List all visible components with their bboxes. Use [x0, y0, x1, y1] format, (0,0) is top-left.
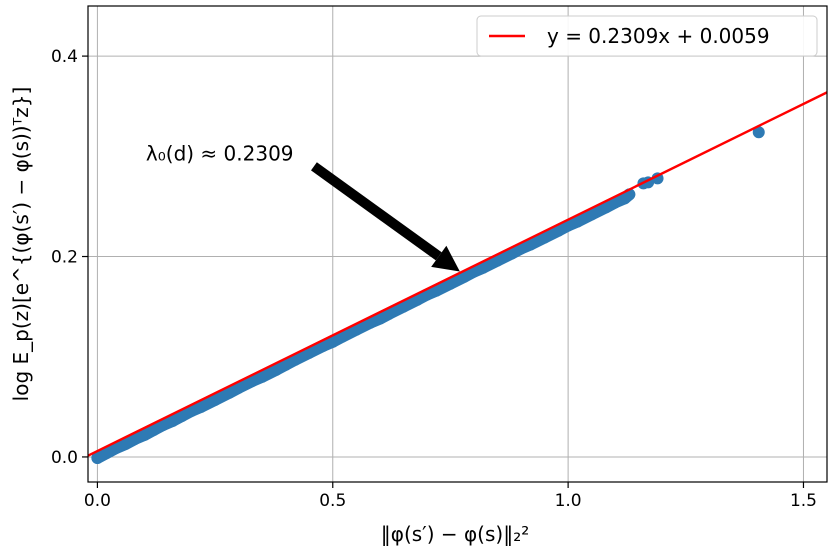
scatter-point [350, 323, 363, 336]
scatter-point [209, 393, 222, 406]
scatter-point [752, 126, 765, 139]
y-tick-label: 0.0 [51, 448, 78, 468]
scatter-point [166, 414, 179, 427]
plot-frame [87, 5, 828, 483]
scatter-point [110, 441, 123, 454]
scatter-point [100, 446, 113, 459]
scatter-point [119, 437, 132, 450]
scatter-point [599, 201, 612, 214]
scatter-point [232, 381, 245, 394]
fit-lines [87, 91, 828, 457]
scatter-point [326, 335, 339, 348]
scatter-point [458, 270, 471, 283]
scatter-point [397, 300, 410, 313]
scatter-point [562, 219, 575, 232]
scatter-point [505, 247, 518, 260]
scatter-point [491, 254, 504, 267]
scatter-point [256, 370, 269, 383]
y-tick-label: 0.2 [51, 248, 78, 268]
scatter-point [289, 353, 302, 366]
legend-label: y = 0.2309x + 0.0059 [547, 24, 770, 48]
scatter-point [552, 224, 565, 237]
legend: y = 0.2309x + 0.0059 [476, 15, 818, 57]
scatter-point [223, 386, 236, 399]
scatter-point [185, 404, 198, 417]
legend-box [476, 15, 818, 57]
scatter-point [538, 231, 551, 244]
scatter-point [303, 346, 316, 359]
scatter-point [571, 215, 584, 228]
scatter-point [129, 432, 142, 445]
scatter-point [279, 358, 292, 371]
scatter-point [411, 293, 424, 306]
scatter-point [91, 451, 104, 464]
y-tick-label: 0.4 [51, 47, 78, 67]
scatter-point [609, 196, 622, 209]
scatter-point [246, 374, 259, 387]
scatter-point [585, 208, 598, 221]
scatter-point [138, 428, 151, 441]
scatter-point [430, 284, 443, 297]
x-tick-label: 0.0 [84, 491, 111, 511]
scatter-point [477, 261, 490, 274]
annotation-label: λ₀(d) ≈ 0.2309 [146, 141, 294, 165]
scatter-points [91, 126, 765, 464]
scatter-point [147, 423, 160, 436]
scatter-point [157, 418, 170, 431]
y-axis-title: log E_p(z)[e^{(φ(s′) − φ(s))ᵀz}] [9, 87, 33, 402]
scatter-point [383, 307, 396, 320]
scatter-point [194, 400, 207, 413]
scatter-point [364, 316, 377, 329]
fit-line [87, 91, 828, 457]
scatter-point [524, 238, 537, 251]
scatter-point [444, 277, 457, 290]
scatter-point [270, 363, 283, 376]
annotation: λ₀(d) ≈ 0.2309 [146, 141, 460, 272]
x-axis-title: ‖φ(s′) − φ(s)‖₂² [381, 522, 530, 546]
x-tick-label: 1.5 [790, 491, 817, 511]
annotation-arrow-head [431, 245, 460, 272]
gridlines [88, 6, 827, 482]
annotation-arrow-shaft [311, 162, 442, 261]
scatter-point [176, 409, 189, 422]
scatter-point [373, 312, 386, 325]
axis-ticks: 0.0 0.5 1.0 1.5 0.0 0.2 0.4 [51, 47, 817, 511]
x-tick-label: 0.5 [319, 491, 346, 511]
x-tick-label: 1.0 [555, 491, 582, 511]
scatter-point [336, 330, 349, 343]
